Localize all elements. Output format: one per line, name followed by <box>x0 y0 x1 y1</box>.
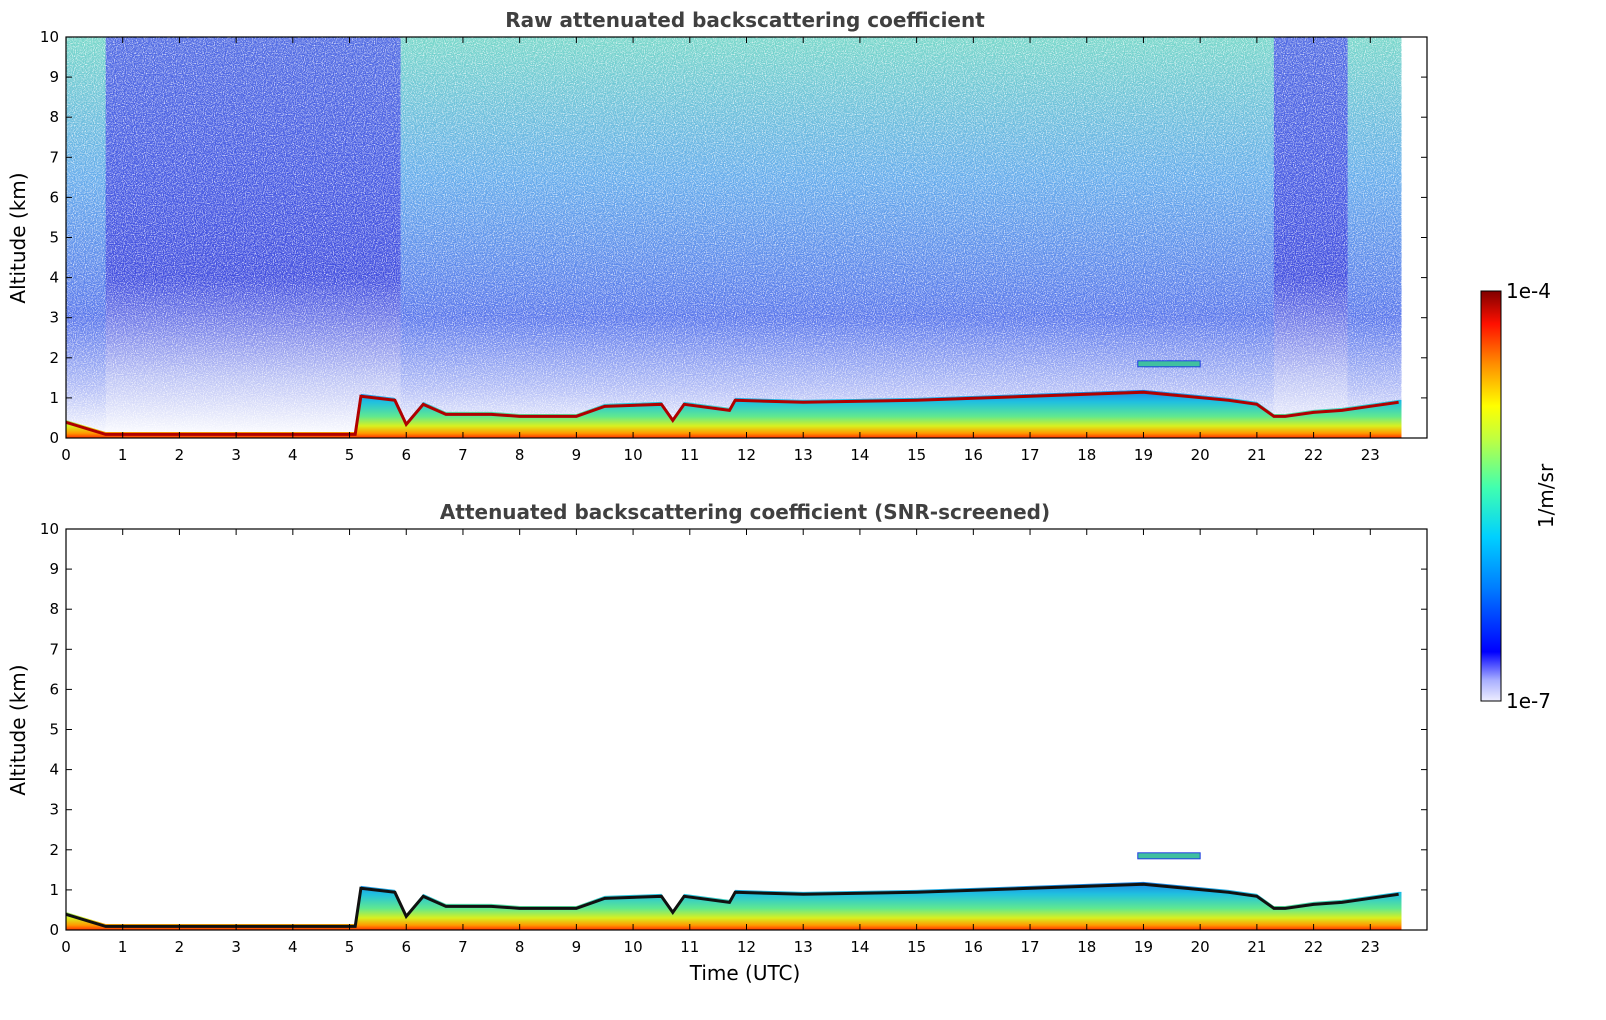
x-tick-label: 5 <box>345 446 355 464</box>
x-tick-label: 18 <box>1077 938 1096 956</box>
y-axis: 0 1 2 3 4 5 6 7 8 9 10 <box>40 28 1427 447</box>
x-tick-label: 22 <box>1304 938 1323 956</box>
x-tick-label: 22 <box>1304 446 1323 464</box>
x-tick-label: 11 <box>680 938 699 956</box>
x-tick-label: 7 <box>458 446 468 464</box>
chart-title: Attenuated backscattering coefficient (S… <box>440 500 1050 524</box>
y-tick-label: 0 <box>49 429 59 447</box>
x-tick-label: 3 <box>231 938 241 956</box>
x-tick-label: 1 <box>118 446 128 464</box>
x-tick-label: 14 <box>850 938 869 956</box>
x-tick-label: 11 <box>680 446 699 464</box>
colorbar-min-label: 1e-7 <box>1506 689 1551 713</box>
y-tick-label: 1 <box>49 389 59 407</box>
x-tick-label: 15 <box>907 446 926 464</box>
elevated-layer <box>1137 852 1201 860</box>
x-tick-label: 7 <box>458 938 468 956</box>
x-tick-label: 16 <box>964 446 983 464</box>
x-tick-label: 2 <box>175 446 185 464</box>
x-tick-label: 0 <box>61 446 71 464</box>
y-tick-label: 8 <box>49 108 59 126</box>
y-tick-label: 5 <box>49 721 59 739</box>
x-tick-label: 23 <box>1361 938 1380 956</box>
x-tick-label: 9 <box>572 446 582 464</box>
boundary-layer <box>66 881 1402 930</box>
y-tick-label: 10 <box>40 520 59 538</box>
y-tick-label: 9 <box>49 68 59 86</box>
x-tick-label: 18 <box>1077 446 1096 464</box>
y-tick-label: 10 <box>40 28 59 46</box>
y-tick-label: 6 <box>49 188 59 206</box>
y-tick-label: 0 <box>49 921 59 939</box>
y-tick-label: 2 <box>49 841 59 859</box>
plot-frame <box>65 528 1428 931</box>
colorbar-max-label: 1e-4 <box>1506 279 1551 303</box>
x-tick-label: 20 <box>1191 446 1210 464</box>
y-axis: 0 1 2 3 4 5 6 7 8 9 10 <box>40 520 1427 939</box>
x-tick-label: 10 <box>624 446 643 464</box>
y-tick-label: 6 <box>49 680 59 698</box>
x-tick-label: 12 <box>737 446 756 464</box>
x-tick-label: 4 <box>288 938 298 956</box>
x-tick-label: 12 <box>737 938 756 956</box>
x-tick-label: 4 <box>288 446 298 464</box>
x-tick-label: 2 <box>175 938 185 956</box>
x-tick-label: 20 <box>1191 938 1210 956</box>
x-tick-label: 17 <box>1020 938 1039 956</box>
x-axis: 0 1 2 3 4 5 6 7 8 9 10 11 12 13 14 15 16 17 18 19 20 21 22 23 <box>61 529 1380 956</box>
x-tick-label: 17 <box>1020 446 1039 464</box>
x-tick-label: 8 <box>515 446 525 464</box>
x-tick-label: 19 <box>1134 446 1153 464</box>
raw-backscatter-panel: Raw attenuated backscattering coefficien… <box>6 8 1428 464</box>
y-tick-label: 4 <box>49 761 59 779</box>
x-tick-label: 13 <box>794 446 813 464</box>
x-axis-label: Time (UTC) <box>689 961 801 985</box>
boundary-layer-top <box>65 882 1399 928</box>
x-tick-label: 21 <box>1247 446 1266 464</box>
x-tick-label: 5 <box>345 938 355 956</box>
y-tick-label: 3 <box>49 801 59 819</box>
boundary-layer <box>66 389 1402 438</box>
x-tick-label: 15 <box>907 938 926 956</box>
y-tick-label: 4 <box>49 269 59 287</box>
x-tick-label: 6 <box>401 446 411 464</box>
colorbar: 1e-4 1e-7 1/m/sr <box>1480 279 1558 713</box>
elevated-layer <box>1137 360 1201 368</box>
x-tick-label: 9 <box>572 938 582 956</box>
x-tick-label: 6 <box>401 938 411 956</box>
x-tick-label: 14 <box>850 446 869 464</box>
chart-title: Raw attenuated backscattering coefficien… <box>505 8 985 32</box>
x-tick-label: 8 <box>515 938 525 956</box>
y-tick-label: 8 <box>49 600 59 618</box>
x-tick-label: 0 <box>61 938 71 956</box>
y-tick-label: 9 <box>49 560 59 578</box>
boundary-layer-top <box>65 390 1399 436</box>
y-tick-label: 5 <box>49 229 59 247</box>
x-tick-label: 16 <box>964 938 983 956</box>
x-tick-label: 21 <box>1247 938 1266 956</box>
x-tick-label: 13 <box>794 938 813 956</box>
screened-heatmap <box>65 852 1402 930</box>
x-tick-label: 19 <box>1134 938 1153 956</box>
y-tick-label: 7 <box>49 640 59 658</box>
x-tick-label: 10 <box>624 938 643 956</box>
y-axis-label: Altitude (km) <box>6 664 30 795</box>
x-tick-label: 23 <box>1361 446 1380 464</box>
y-axis-label: Altitude (km) <box>6 172 30 303</box>
x-tick-label: 1 <box>118 938 128 956</box>
colorbar-gradient <box>1480 290 1502 702</box>
y-tick-label: 7 <box>49 148 59 166</box>
screened-backscatter-panel: Attenuated backscattering coefficient (S… <box>6 500 1428 985</box>
y-tick-label: 1 <box>49 881 59 899</box>
noise-overlay <box>66 37 1402 438</box>
raw-heatmap <box>65 37 1402 438</box>
y-tick-label: 3 <box>49 309 59 327</box>
colorbar-unit-label: 1/m/sr <box>1534 463 1558 528</box>
x-axis: 0 1 2 3 4 5 6 7 8 9 10 11 12 13 14 15 16 17 18 19 20 21 22 23 <box>61 37 1380 464</box>
x-tick-label: 3 <box>231 446 241 464</box>
y-tick-label: 2 <box>49 349 59 367</box>
